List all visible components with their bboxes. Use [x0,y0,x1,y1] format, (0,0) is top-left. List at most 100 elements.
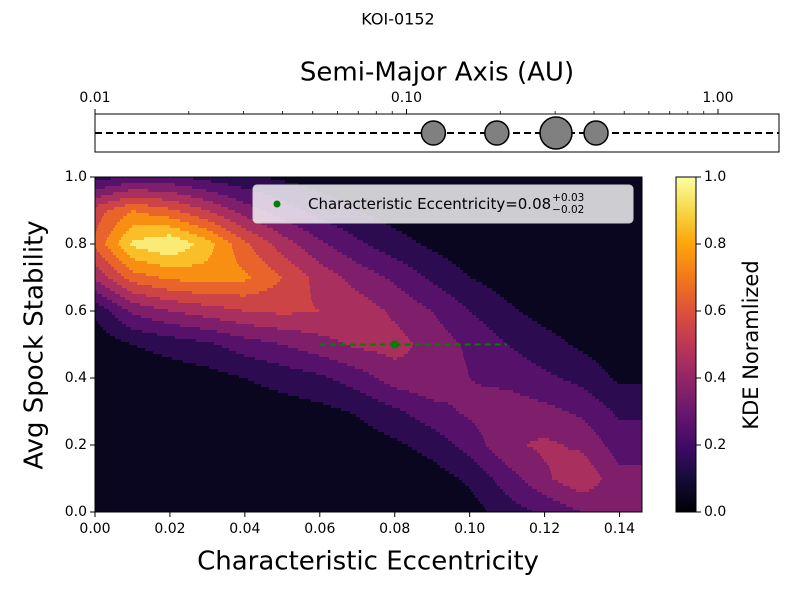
contour-cell [207,183,229,187]
contour-cell [395,261,404,265]
contour-cell [282,393,289,397]
colorbar-tick-label: 0.0 [704,504,726,520]
contour-cell [95,306,105,310]
contour-cell [333,378,358,382]
contour-cell [132,333,158,337]
contour-cell [207,324,246,328]
contour-cell [470,333,497,337]
contour-cell [496,291,508,295]
contour-cell [282,285,311,289]
contour-cell [95,294,103,298]
contour-cell [114,207,133,211]
contour-cell [507,381,546,385]
contour-cell [170,408,208,412]
contour-cell [432,456,471,460]
contour-cell [207,489,246,493]
contour-cell [207,432,246,436]
contour-cell [432,246,471,250]
contour-cell [452,441,471,445]
contour-cell [357,330,396,334]
contour-cell [432,222,471,226]
contour-cell [507,366,542,370]
contour-cell [285,180,321,184]
contour-cell [218,369,246,373]
contour-cell [507,237,546,241]
contour-cell [126,231,133,235]
contour-cell [170,447,208,451]
contour-cell [132,396,171,400]
contour-cell [357,396,373,400]
contour-cell [133,270,171,274]
contour-cell [432,273,468,277]
contour-cell [497,483,508,487]
contour-cell [470,306,508,310]
contour-cell [507,273,546,277]
contour-cell [207,222,216,226]
contour-cell [395,330,404,334]
contour-cell [320,351,358,355]
contour-cell [96,318,119,322]
contour-cell [545,255,583,259]
contour-cell [476,279,508,283]
contour-cell [320,357,330,361]
contour-cell [545,453,583,457]
contour-cell [470,441,486,445]
contour-cell [189,231,208,235]
contour-cell [190,246,208,250]
contour-cell [395,444,409,448]
contour-cell [170,402,208,406]
contour-cell [471,456,499,460]
contour-cell [395,234,408,238]
contour-cell [245,396,283,400]
contour-cell [245,384,262,388]
contour-cell [432,237,471,241]
contour-cell [594,465,643,469]
contour-cell [395,504,433,508]
contour-cell [236,351,246,355]
contour-cell [395,510,433,513]
contour-cell [425,276,433,280]
contour-cell [282,291,311,295]
contour-cell [132,234,168,238]
contour-cell [95,450,133,454]
contour-cell [470,444,487,448]
contour-cell [472,420,508,424]
colorbar [675,176,697,513]
contour-cell [496,333,508,337]
contour-cell [470,483,498,487]
contour-cell [320,228,344,232]
contour-cell [271,267,283,271]
contour-cell [207,498,246,502]
contour-cell [95,456,133,460]
contour-cell [507,444,528,448]
contour-cell [245,468,283,472]
contour-cell [357,426,374,430]
contour-cell [495,453,508,457]
contour-cell [245,447,283,451]
contour-cell [357,321,396,325]
contour-cell [480,465,508,469]
contour-cell [95,219,102,223]
contour-cell [170,390,208,394]
contour-cell [330,336,358,340]
contour-cell [504,297,508,301]
contour-cell [132,465,171,469]
contour-cell [333,270,358,274]
contour-cell [243,201,246,205]
contour-cell [578,384,583,388]
contour-cell [320,258,353,262]
contour-cell [218,234,237,238]
contour-cell [507,228,546,232]
contour-cell [95,312,113,316]
contour-cell [507,303,513,307]
contour-cell [443,324,471,328]
contour-cell [282,486,321,490]
contour-cell [132,213,150,217]
contour-cell [545,507,574,511]
contour-cell [580,510,583,513]
contour-cell [468,372,471,376]
contour-cell [95,225,99,229]
contour-cell [582,438,602,442]
contour-cell [95,402,133,406]
contour-cell [470,252,508,256]
